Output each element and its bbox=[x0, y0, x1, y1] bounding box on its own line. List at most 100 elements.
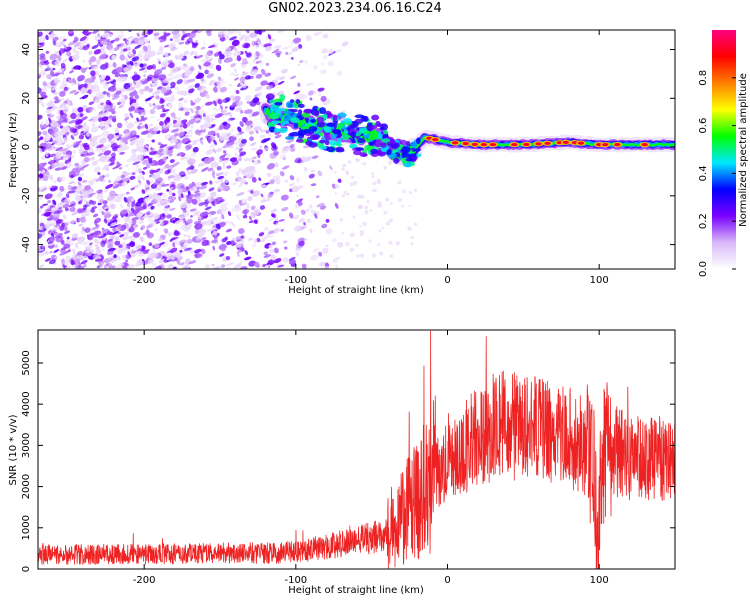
spectrogram-speckle bbox=[114, 240, 121, 246]
spectrogram-speckle bbox=[197, 214, 202, 220]
spectrogram-speckle bbox=[115, 175, 122, 181]
snr-y-tick-label: 1000 bbox=[21, 515, 32, 540]
spectrogram-speckle bbox=[142, 204, 148, 210]
spectrogram-ridge-blob bbox=[269, 99, 275, 104]
spectrogram-speckle bbox=[96, 144, 104, 149]
spectrogram-speckle bbox=[184, 99, 188, 104]
spectrogram-speckle bbox=[159, 113, 166, 118]
spectrogram-speckle bbox=[90, 126, 99, 133]
spectrogram-speckle bbox=[349, 247, 354, 252]
spectrogram-speckle bbox=[148, 102, 152, 108]
spectrogram-speckle bbox=[388, 218, 394, 223]
spectrogram-x-ticks: -200 -100 0 100 bbox=[133, 30, 609, 286]
spectrogram-speckle bbox=[126, 226, 132, 230]
spectrogram-speckle bbox=[187, 133, 193, 139]
spectrogram-speckle bbox=[287, 44, 293, 48]
spectrogram-speckle bbox=[80, 218, 87, 223]
spectrogram-speckle bbox=[191, 41, 196, 47]
spectrogram-speckle bbox=[69, 206, 76, 213]
spectrogram-speckle bbox=[322, 54, 328, 60]
spectrogram-speckle bbox=[151, 246, 156, 252]
spectrogram-speckle bbox=[57, 68, 65, 73]
spectrogram-y-tick-label: -40 bbox=[21, 236, 32, 252]
spectrogram-speckle bbox=[270, 254, 277, 261]
spectrogram-speckle bbox=[183, 79, 188, 83]
spectrogram-speckle bbox=[263, 264, 271, 269]
spectrogram-speckle bbox=[212, 148, 217, 154]
spectrogram-speckle bbox=[229, 128, 236, 132]
spectrogram-speckle bbox=[228, 145, 234, 149]
spectrogram-speckle bbox=[318, 261, 326, 267]
spectrogram-speckle bbox=[193, 195, 202, 199]
spectrogram-speckle bbox=[236, 155, 241, 160]
spectrogram-y-tick-label: 0 bbox=[21, 144, 32, 150]
spectrogram-speckle bbox=[402, 189, 406, 193]
spectrogram-speckle bbox=[200, 236, 207, 241]
spectrogram-speckle bbox=[122, 145, 130, 151]
spectrogram-speckle bbox=[98, 261, 103, 268]
spectrogram-ridge-blob bbox=[324, 139, 330, 146]
spectrogram-speckle bbox=[240, 238, 244, 244]
spectrogram-speckle bbox=[221, 248, 227, 252]
colorbar-tick-label: 0.6 bbox=[698, 118, 709, 134]
spectrogram-ridge-blob bbox=[343, 117, 352, 124]
spectrogram-speckle bbox=[254, 86, 263, 92]
spectrogram-hotspot bbox=[523, 142, 530, 147]
spectrogram-speckle bbox=[54, 162, 61, 167]
spectrogram-speckle bbox=[274, 162, 279, 168]
spectrogram-speckle bbox=[371, 253, 376, 258]
spectrogram-speckle bbox=[207, 44, 216, 49]
spectrogram-speckle bbox=[325, 218, 330, 223]
spectrogram-speckle bbox=[252, 190, 260, 197]
spectrogram-speckle bbox=[234, 67, 237, 74]
snr-x-tick-label: 100 bbox=[590, 575, 609, 586]
spectrogram-speckle bbox=[162, 207, 172, 211]
spectrogram-speckle bbox=[248, 237, 254, 241]
spectrogram-speckle bbox=[251, 111, 260, 117]
spectrogram-ridge-blob bbox=[401, 146, 411, 154]
spectrogram-speckle bbox=[176, 79, 183, 85]
spectrogram-speckle bbox=[124, 94, 128, 100]
spectrogram-speckle bbox=[141, 189, 146, 194]
spectrogram-speckle bbox=[49, 159, 55, 164]
spectrogram-speckle bbox=[259, 145, 263, 149]
spectrogram-speckle bbox=[189, 123, 194, 129]
spectrogram-speckle bbox=[130, 40, 135, 44]
spectrogram-speckle bbox=[299, 225, 308, 231]
spectrogram-speckle bbox=[213, 41, 217, 46]
spectrogram-speckle bbox=[38, 233, 43, 239]
spectrogram-speckle bbox=[73, 36, 79, 42]
spectrogram-speckle bbox=[243, 109, 253, 114]
spectrogram-speckle bbox=[59, 48, 66, 54]
spectrogram-speckle bbox=[90, 65, 99, 71]
spectrogram-speckle bbox=[85, 248, 92, 254]
spectrogram-speckle bbox=[183, 266, 188, 269]
spectrogram-speckle bbox=[118, 193, 125, 197]
spectrogram-speckle bbox=[151, 78, 157, 82]
spectrogram-speckle bbox=[50, 228, 55, 232]
spectrogram-speckle bbox=[220, 206, 228, 213]
spectrogram-speckle bbox=[385, 221, 390, 226]
spectrogram-speckle bbox=[356, 254, 360, 258]
spectrogram-speckle bbox=[139, 90, 144, 95]
spectrogram-speckle bbox=[281, 165, 290, 170]
spectrogram-speckle bbox=[241, 208, 250, 215]
spectrogram-speckle bbox=[318, 92, 322, 97]
spectrogram-speckle bbox=[201, 248, 206, 255]
spectrogram-ridge-blob bbox=[293, 122, 299, 129]
spectrogram-ridge-blob bbox=[340, 134, 350, 141]
spectrogram-speckle bbox=[39, 53, 46, 58]
spectrogram-speckle bbox=[120, 30, 124, 34]
spectrogram-speckle bbox=[112, 230, 119, 235]
spectrogram-speckle bbox=[119, 234, 125, 238]
spectrogram-speckle bbox=[80, 67, 86, 74]
spectrogram-speckle bbox=[297, 201, 303, 206]
spectrogram-hotspot bbox=[489, 143, 497, 147]
spectrogram-speckle bbox=[213, 82, 218, 88]
spectrogram-speckle bbox=[389, 254, 394, 258]
spectrogram-speckle bbox=[170, 138, 178, 145]
spectrogram-speckle bbox=[130, 140, 135, 145]
spectrogram-hotspot bbox=[641, 143, 648, 147]
spectrogram-speckle bbox=[289, 75, 297, 80]
spectrogram-speckle bbox=[138, 109, 146, 114]
